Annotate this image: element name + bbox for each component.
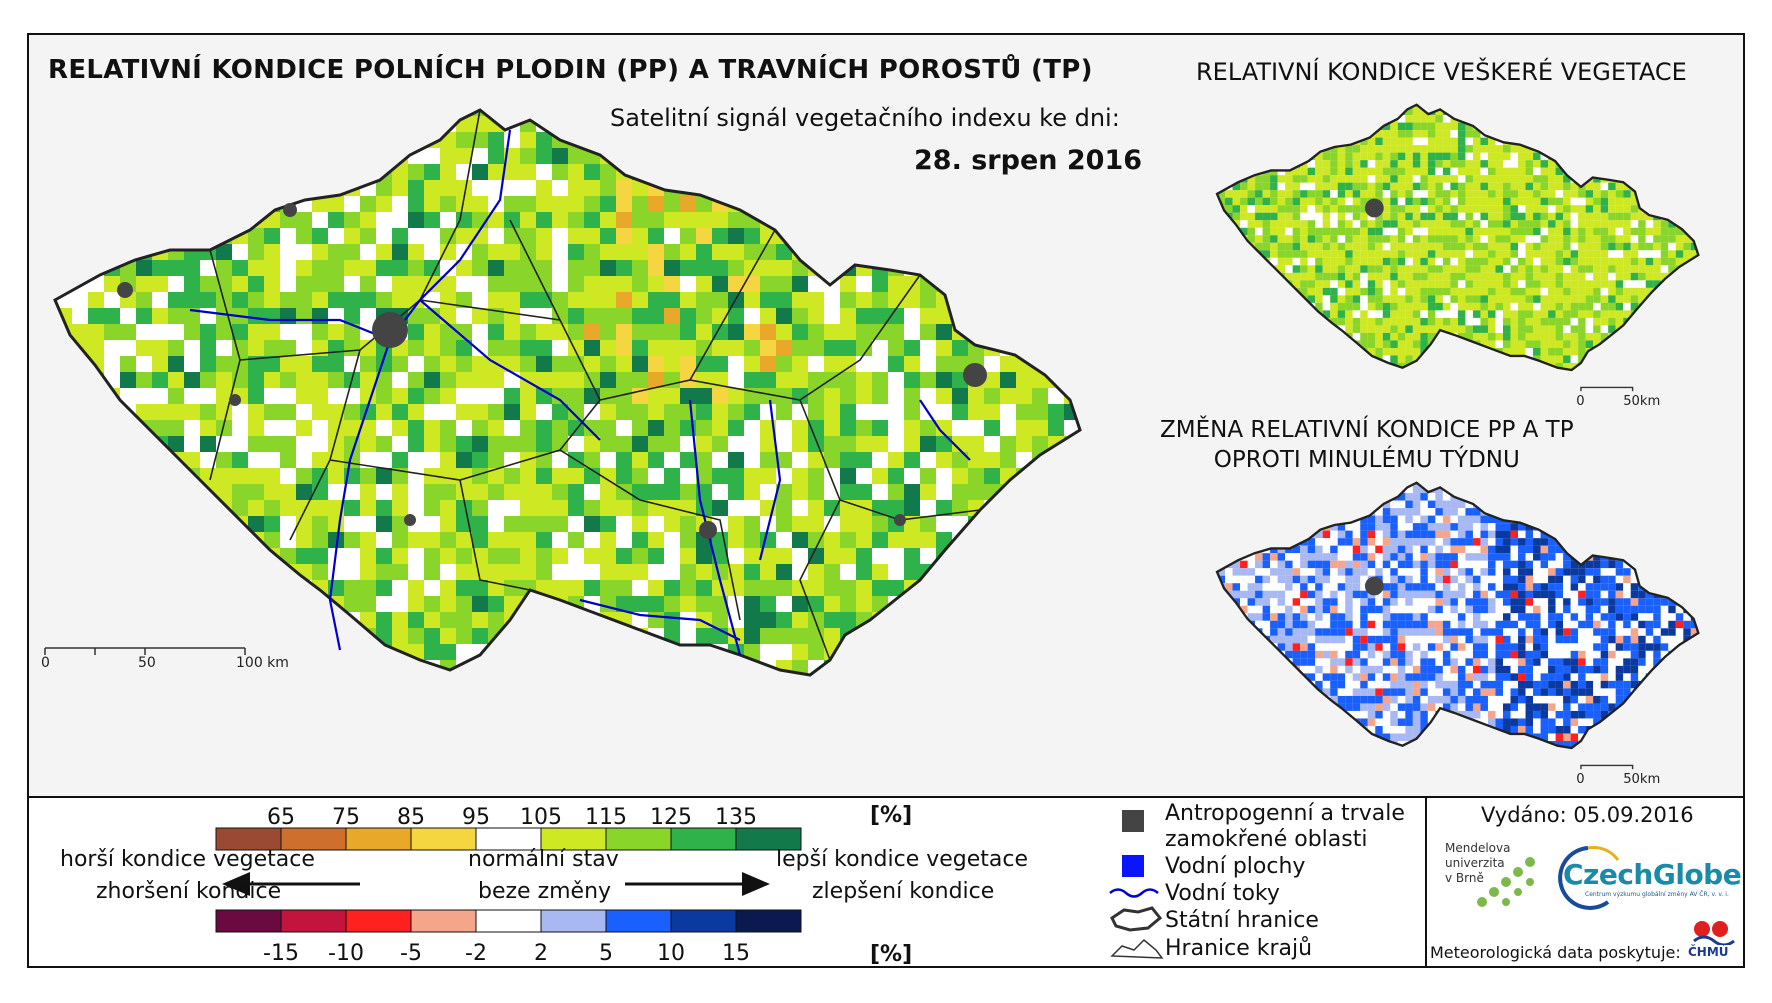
legend-anthropogenic-1: Antropogenní a trvale [1165, 801, 1405, 826]
legend-separator [1425, 798, 1427, 966]
colorbar-tick: -10 [328, 941, 364, 966]
colorbar-cell [410, 909, 477, 933]
vegetation-raster [1217, 104, 1699, 371]
subtitle: Satelitní signál vegetačního indexu ke d… [610, 104, 1120, 132]
colorbar-tick: 85 [397, 805, 425, 830]
colorbar-cell [345, 909, 412, 933]
colorbar-tick: 15 [722, 941, 750, 966]
main-scale-0: 0 [41, 655, 50, 671]
legend-worse-2: zhoršení kondice [96, 879, 282, 904]
change-inset-title: ZMĚNA RELATIVNÍ KONDICE PP A TP OPROTI M… [1160, 415, 1574, 475]
colorbar-tick: 10 [657, 941, 685, 966]
colorbar-tick: 135 [715, 805, 757, 830]
colorbar-tick: 75 [332, 805, 360, 830]
change-scale-bar: 0 50km [1576, 764, 1660, 787]
colorbar-cell [475, 909, 542, 933]
legend-band [27, 796, 1745, 968]
colorbar-tick: 125 [650, 805, 692, 830]
river-line-icon [1109, 888, 1159, 898]
legend-colorbars: 65 75 85 95 105 115 125 135 [%] -15 -10 -5 -2 2 5 10 1… [215, 803, 912, 967]
legend-water-bodies: Vodní plochy [1165, 854, 1306, 879]
mendel-line3: v Brně [1445, 871, 1484, 885]
region-border-icon [1110, 938, 1164, 959]
state-border-icon [1110, 906, 1163, 932]
colorbar-cell [280, 909, 347, 933]
colorbar-cell [410, 827, 477, 851]
colorbar-cell [735, 909, 802, 933]
change-scale-50: 50km [1623, 772, 1660, 787]
change-scale-0: 0 [1576, 772, 1584, 787]
legend-state-border: Státní hranice [1165, 908, 1319, 933]
change-inset-title-line2: OPROTI MINULÉMU TÝDNU [1213, 447, 1520, 473]
colorbar-tick: 105 [520, 805, 562, 830]
mendel-dots-icon [1477, 857, 1535, 907]
change-prague [1364, 576, 1384, 596]
legend-normal-2: beze změny [478, 879, 612, 904]
czechglobe-swoosh-icon [1558, 846, 1620, 910]
colorbar-cell [670, 827, 737, 851]
condition-colorbar [215, 827, 802, 851]
colorbar-tick: -2 [465, 941, 487, 966]
change-tick-labels: -15 -10 -5 -2 2 5 10 15 [263, 941, 750, 966]
colorbar-cell [345, 827, 412, 851]
main-title: RELATIVNÍ KONDICE POLNÍCH PLODIN (PP) A … [48, 55, 1093, 85]
condition-raster [55, 110, 1080, 675]
legend-better-1: lepší kondice vegetace [776, 847, 1029, 872]
rivers [189, 129, 971, 656]
main-scale-100: 100 km [236, 655, 289, 671]
issued-date: Vydáno: 05.09.2016 [1481, 803, 1694, 827]
colorbar-tick: -15 [263, 941, 299, 966]
dark-square-icon [1122, 810, 1144, 832]
colorbar-tick: -5 [400, 941, 422, 966]
region-borders [209, 109, 981, 661]
mendel-line1: Mendelova [1445, 841, 1511, 855]
vegetation-scale-bar: 0 50km [1576, 386, 1660, 409]
main-scale-bar: 0 50 100 km [41, 647, 289, 671]
worse-arrow [222, 872, 360, 896]
legend-worse-1: horší kondice vegetace [60, 847, 315, 872]
better-arrow [625, 872, 770, 896]
vegetation-inset-map: 0 50km [1215, 103, 1700, 409]
condition-tick-labels: 65 75 85 95 105 115 125 135 [267, 805, 757, 830]
vegetation-scale-0: 0 [1576, 394, 1584, 409]
colorbar-cell [540, 909, 607, 933]
change-inset-map: 0 50km [1215, 481, 1700, 787]
vegetation-inset-title: RELATIVNÍ KONDICE VEŠKERÉ VEGETACE [1196, 58, 1687, 86]
symbol-legend-icons [1109, 810, 1164, 959]
colorbar-cell [605, 909, 672, 933]
colorbar-cell [735, 827, 802, 851]
date-label: 28. srpen 2016 [914, 145, 1143, 176]
colorbar-tick: 95 [462, 805, 490, 830]
main-map: 0 50 100 km [41, 108, 1082, 677]
meteo-data-credit: Meteorologická data poskytuje: [1430, 943, 1681, 962]
legend-anthropogenic-2: zamokřené oblasti [1165, 827, 1368, 852]
vegetation-scale-50: 50km [1623, 394, 1660, 409]
main-scale-50: 50 [138, 655, 156, 671]
change-unit: [%] [870, 942, 912, 967]
vegetation-prague [1364, 198, 1384, 218]
colorbar-cell [670, 909, 737, 933]
colorbar-tick: 65 [267, 805, 295, 830]
change-raster [1217, 482, 1699, 749]
condition-unit: [%] [870, 803, 912, 828]
colorbar-tick: 115 [585, 805, 627, 830]
legend-rivers: Vodní toky [1165, 881, 1280, 906]
chmu-logo: ČHMÚ [1688, 945, 1729, 959]
change-colorbar [215, 909, 802, 933]
anthropogenic-areas [117, 203, 987, 539]
czechglobe-subtitle: Centrum výzkumu globální změny AV ČR, v.… [1585, 891, 1729, 898]
colorbar-tick: 5 [599, 941, 613, 966]
colorbar-tick: 2 [534, 941, 548, 966]
change-inset-title-line1: ZMĚNA RELATIVNÍ KONDICE PP A TP [1160, 417, 1574, 443]
chmu-logo-icon [1693, 921, 1735, 945]
legend-normal-1: normální stav [468, 847, 619, 872]
blue-square-icon [1122, 855, 1144, 877]
mendel-line2: univerzita [1445, 856, 1505, 870]
mendel-logo: Mendelova univerzita v Brně [1445, 841, 1510, 886]
colorbar-cell [215, 909, 282, 933]
legend-better-2: zlepšení kondice [812, 879, 995, 904]
legend-region-border: Hranice krajů [1165, 936, 1313, 961]
czechglobe-logo: CzechGlobe [1563, 858, 1742, 891]
